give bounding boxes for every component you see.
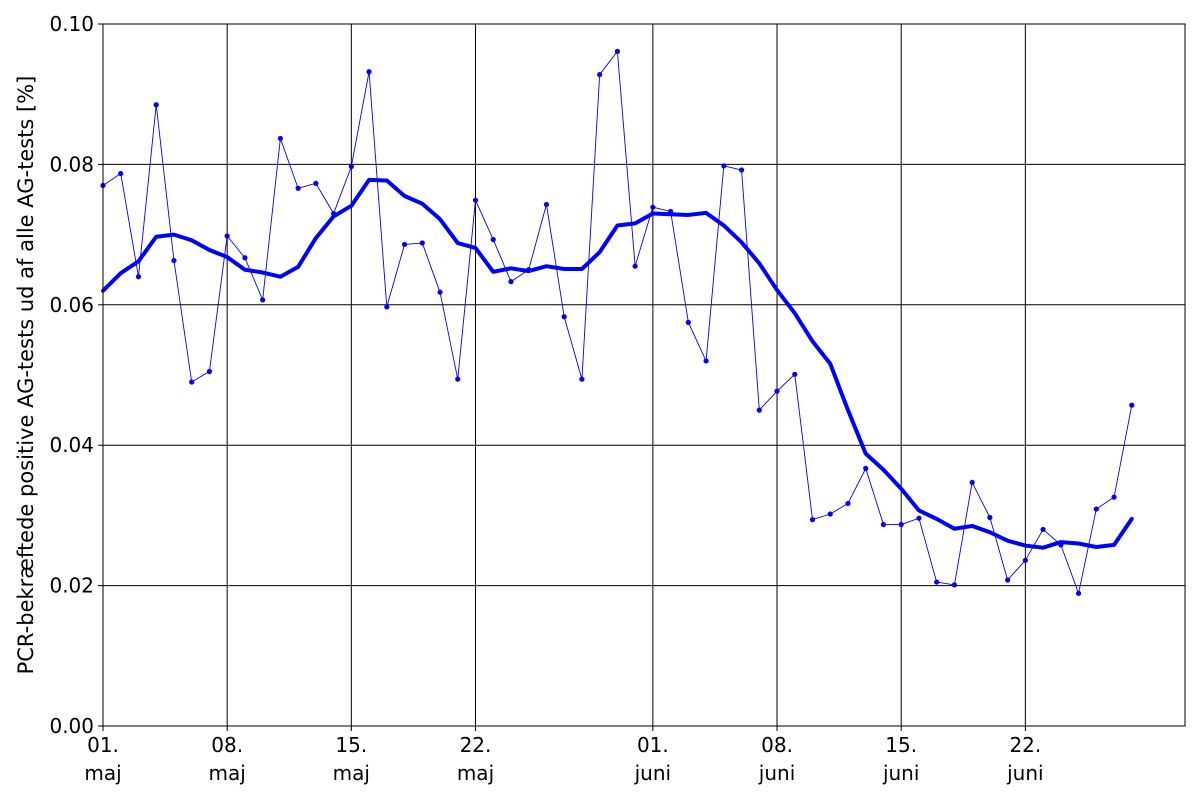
- data-point: [1111, 494, 1117, 500]
- data-point: [845, 500, 851, 507]
- x-tick-label-day: 08.: [211, 733, 243, 757]
- plot-frame: [102, 23, 1186, 727]
- data-point: [1093, 506, 1099, 512]
- data-point: [206, 368, 213, 375]
- y-tick-label: 0.00: [49, 714, 94, 738]
- data-point: [721, 163, 727, 169]
- data-point: [313, 180, 319, 186]
- data-point: [153, 102, 159, 108]
- data-point: [224, 233, 230, 239]
- data-point: [1005, 577, 1011, 583]
- data-point: [260, 297, 266, 303]
- data-point: [437, 289, 443, 295]
- data-point: [650, 204, 656, 210]
- data-point: [792, 371, 798, 377]
- data-point: [401, 241, 408, 248]
- data-point: [934, 579, 940, 585]
- data-point: [756, 407, 762, 413]
- data-point: [951, 582, 958, 588]
- x-tick-label-day: 22.: [1009, 733, 1041, 757]
- data-point: [898, 521, 904, 528]
- series-layer: [100, 48, 1135, 596]
- y-tick-label: 0.10: [49, 12, 94, 36]
- y-tick-label: 0.02: [49, 574, 94, 598]
- data-point: [490, 236, 496, 243]
- x-tick-label-day: 15.: [335, 733, 367, 757]
- data-point: [614, 48, 620, 54]
- y-axis-label: PCR-bekræftede positive AG-tests ud af a…: [14, 76, 38, 675]
- y-axis: 0.00 0.02 0.04 0.06 0.08 0.10: [49, 12, 103, 738]
- data-point: [561, 314, 567, 320]
- x-tick-label-month: juni: [634, 761, 671, 785]
- data-point: [738, 167, 745, 173]
- data-point: [366, 69, 372, 75]
- data-point: [135, 274, 142, 280]
- x-tick-label-month: maj: [457, 761, 494, 785]
- data-point: [543, 201, 550, 208]
- data-point: [508, 279, 514, 285]
- x-tick-label-month: juni: [758, 761, 795, 785]
- data-point: [916, 515, 922, 521]
- data-point: [774, 388, 780, 394]
- data-point: [419, 240, 425, 246]
- data-point: [1040, 526, 1046, 533]
- data-point: [171, 257, 177, 264]
- data-point: [189, 379, 195, 385]
- data-point: [1129, 402, 1135, 408]
- data-point: [880, 521, 887, 528]
- y-tick-label: 0.04: [49, 433, 94, 457]
- x-axis: 01. maj 08. maj 15. maj 22. maj 01. juni 08. juni 15…: [84, 726, 1044, 785]
- data-point: [703, 358, 709, 364]
- data-point: [1075, 590, 1082, 596]
- data-point: [118, 170, 124, 177]
- series-line-smoothed: [101, 177, 1134, 550]
- data-point: [579, 376, 585, 382]
- data-point: [969, 479, 975, 486]
- data-point: [1022, 557, 1028, 563]
- data-point: [455, 376, 461, 382]
- x-tick-label-month: juni: [1006, 761, 1043, 785]
- x-tick-label-day: 01.: [637, 733, 669, 757]
- data-point: [472, 197, 479, 203]
- y-tick-label: 0.06: [49, 293, 94, 317]
- data-point: [809, 517, 816, 523]
- x-tick-label-day: 15.: [885, 733, 917, 757]
- data-point: [384, 304, 390, 310]
- data-point: [597, 71, 603, 78]
- x-tick-label-day: 22.: [460, 733, 492, 757]
- data-point: [277, 135, 283, 142]
- data-point: [827, 511, 833, 517]
- data-point: [348, 163, 354, 170]
- x-tick-label-month: juni: [882, 761, 919, 785]
- data-point: [685, 319, 691, 325]
- data-point: [987, 514, 993, 521]
- x-tick-label-day: 01.: [87, 733, 119, 757]
- data-point: [242, 255, 248, 261]
- data-point: [632, 263, 638, 269]
- x-tick-label-month: maj: [209, 761, 246, 785]
- data-point: [863, 465, 869, 471]
- data-point: [295, 185, 301, 191]
- y-tick-label: 0.08: [49, 152, 94, 176]
- x-tick-label-day: 08.: [761, 733, 793, 757]
- x-tick-label-month: maj: [84, 761, 121, 785]
- x-tick-label-month: maj: [333, 761, 370, 785]
